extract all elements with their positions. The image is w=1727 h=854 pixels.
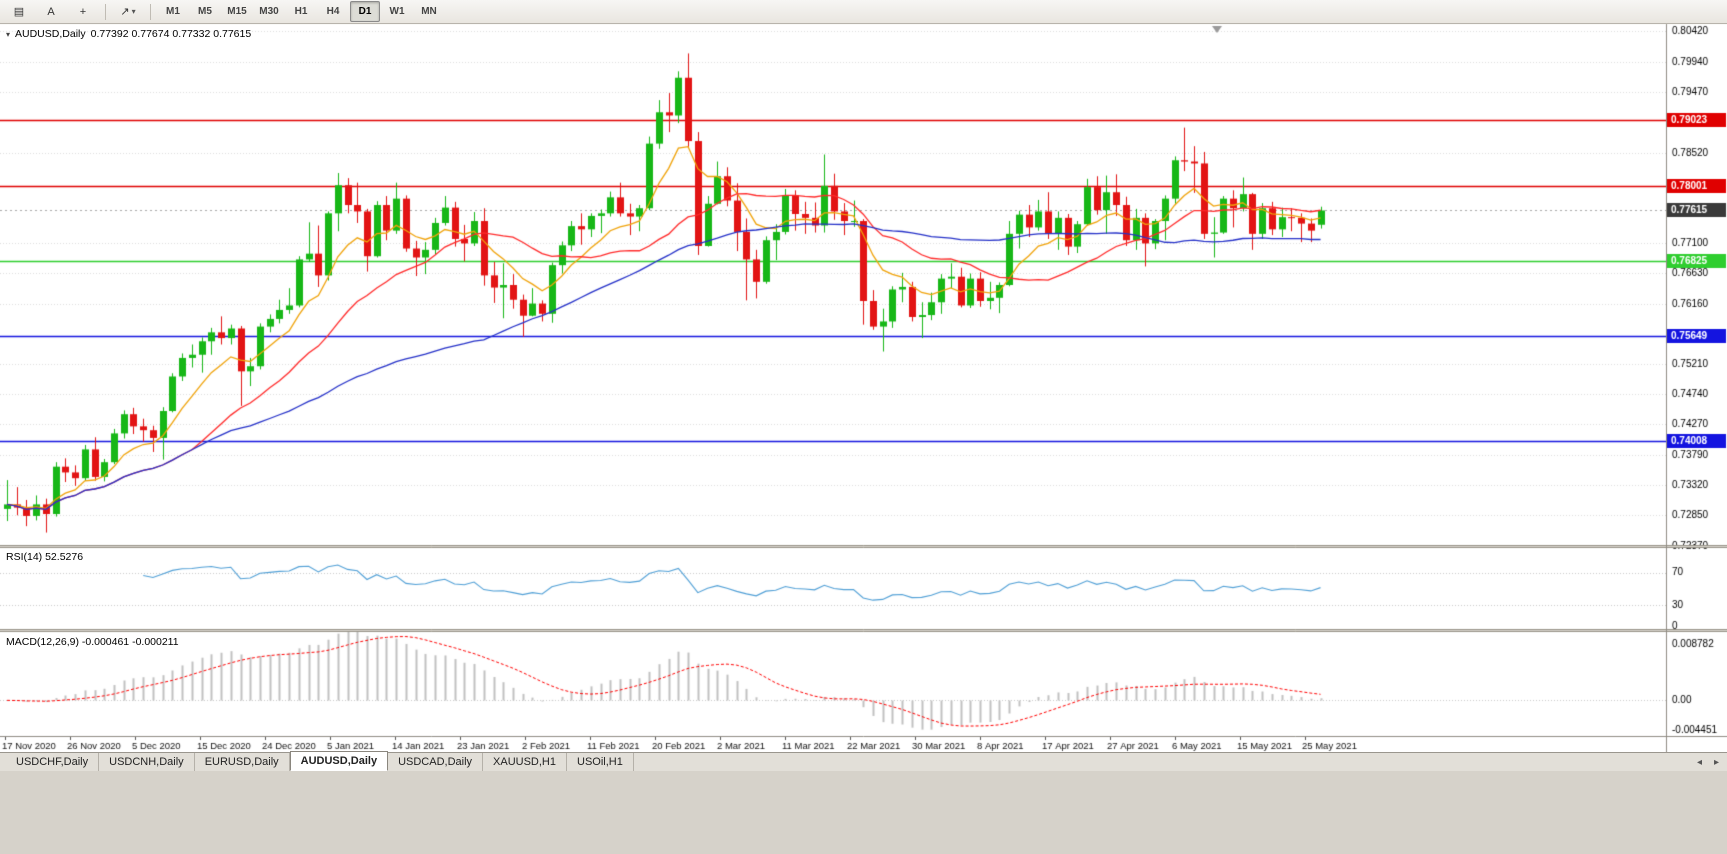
chart-canvas[interactable] (0, 0, 1727, 752)
timeframe-button-d1[interactable]: D1 (350, 1, 380, 22)
workspace-background (0, 771, 1727, 854)
chart-tab-usdcnh[interactable]: USDCNH,Daily (99, 753, 195, 771)
chart-tab-usoil[interactable]: USOil,H1 (567, 753, 634, 771)
macd-indicator-label: MACD(12,26,9) -0.000461 -0.000211 (6, 636, 179, 648)
macd-panel[interactable] (0, 633, 1666, 736)
tab-scroll-right-icon[interactable]: ▸ (1713, 757, 1720, 768)
chart-tab-bar: USDCHF,Daily USDCNH,Daily EURUSD,Daily AUDU… (0, 751, 1727, 771)
rsi-indicator-label: RSI(14) 52.5276 (6, 551, 84, 563)
timeframe-button-m5[interactable]: M5 (198, 6, 212, 17)
line-studies-icon[interactable]: ↗ ▾ (120, 6, 136, 18)
chart-tab-xauusd[interactable]: XAUUSD,H1 (483, 753, 567, 771)
tab-scroll-arrows: ◂ ▸ (1693, 756, 1723, 769)
dropdown-caret-icon[interactable]: ▾ (131, 7, 136, 16)
timeframe-button-m30[interactable]: M30 (259, 6, 279, 17)
rsi-panel[interactable] (0, 549, 1666, 629)
top-toolbar: ▤ A + ↗ ▾ M1 M5 M15 M30 H1 H4 D1 W1 MN (0, 0, 1727, 24)
chart-tab-usdchf[interactable]: USDCHF,Daily (6, 753, 100, 771)
chart-tab-audusd[interactable]: AUDUSD,Daily (289, 751, 389, 771)
symbol-text: AUDUSD,Daily (15, 28, 86, 40)
price-axis[interactable] (1666, 24, 1727, 752)
timeframe-button-m1[interactable]: M1 (166, 6, 180, 17)
timeframe-button-h4[interactable]: H4 (326, 6, 340, 17)
tab-scroll-left-icon[interactable]: ◂ (1696, 757, 1703, 768)
one-click-trading-arrow-icon[interactable]: ▾ (6, 29, 11, 39)
main-chart-panel[interactable] (0, 24, 1666, 545)
time-axis[interactable] (0, 736, 1666, 752)
toolbar-separator (105, 3, 106, 20)
toolbar-separator (150, 3, 151, 20)
timeframe-button-mn[interactable]: MN (421, 6, 437, 17)
ohlc-text: 0.77392 0.77674 0.77332 0.77615 (90, 28, 252, 40)
charts-grid-icon[interactable]: ▤ (13, 6, 25, 18)
timeframe-button-h1[interactable]: H1 (294, 6, 308, 17)
crosshair-tool-icon[interactable]: + (79, 5, 87, 18)
timeframe-button-m15[interactable]: M15 (227, 6, 247, 17)
chart-symbol-ohlc-label: ▾ AUDUSD,Daily 0.77392 0.77674 0.77332 0… (6, 28, 251, 40)
chart-tab-eurusd[interactable]: EURUSD,Daily (195, 753, 290, 771)
timeframe-button-w1[interactable]: W1 (389, 6, 405, 17)
cursor-tool-icon[interactable]: A (47, 5, 55, 18)
chart-tab-usdcad[interactable]: USDCAD,Daily (388, 753, 484, 771)
